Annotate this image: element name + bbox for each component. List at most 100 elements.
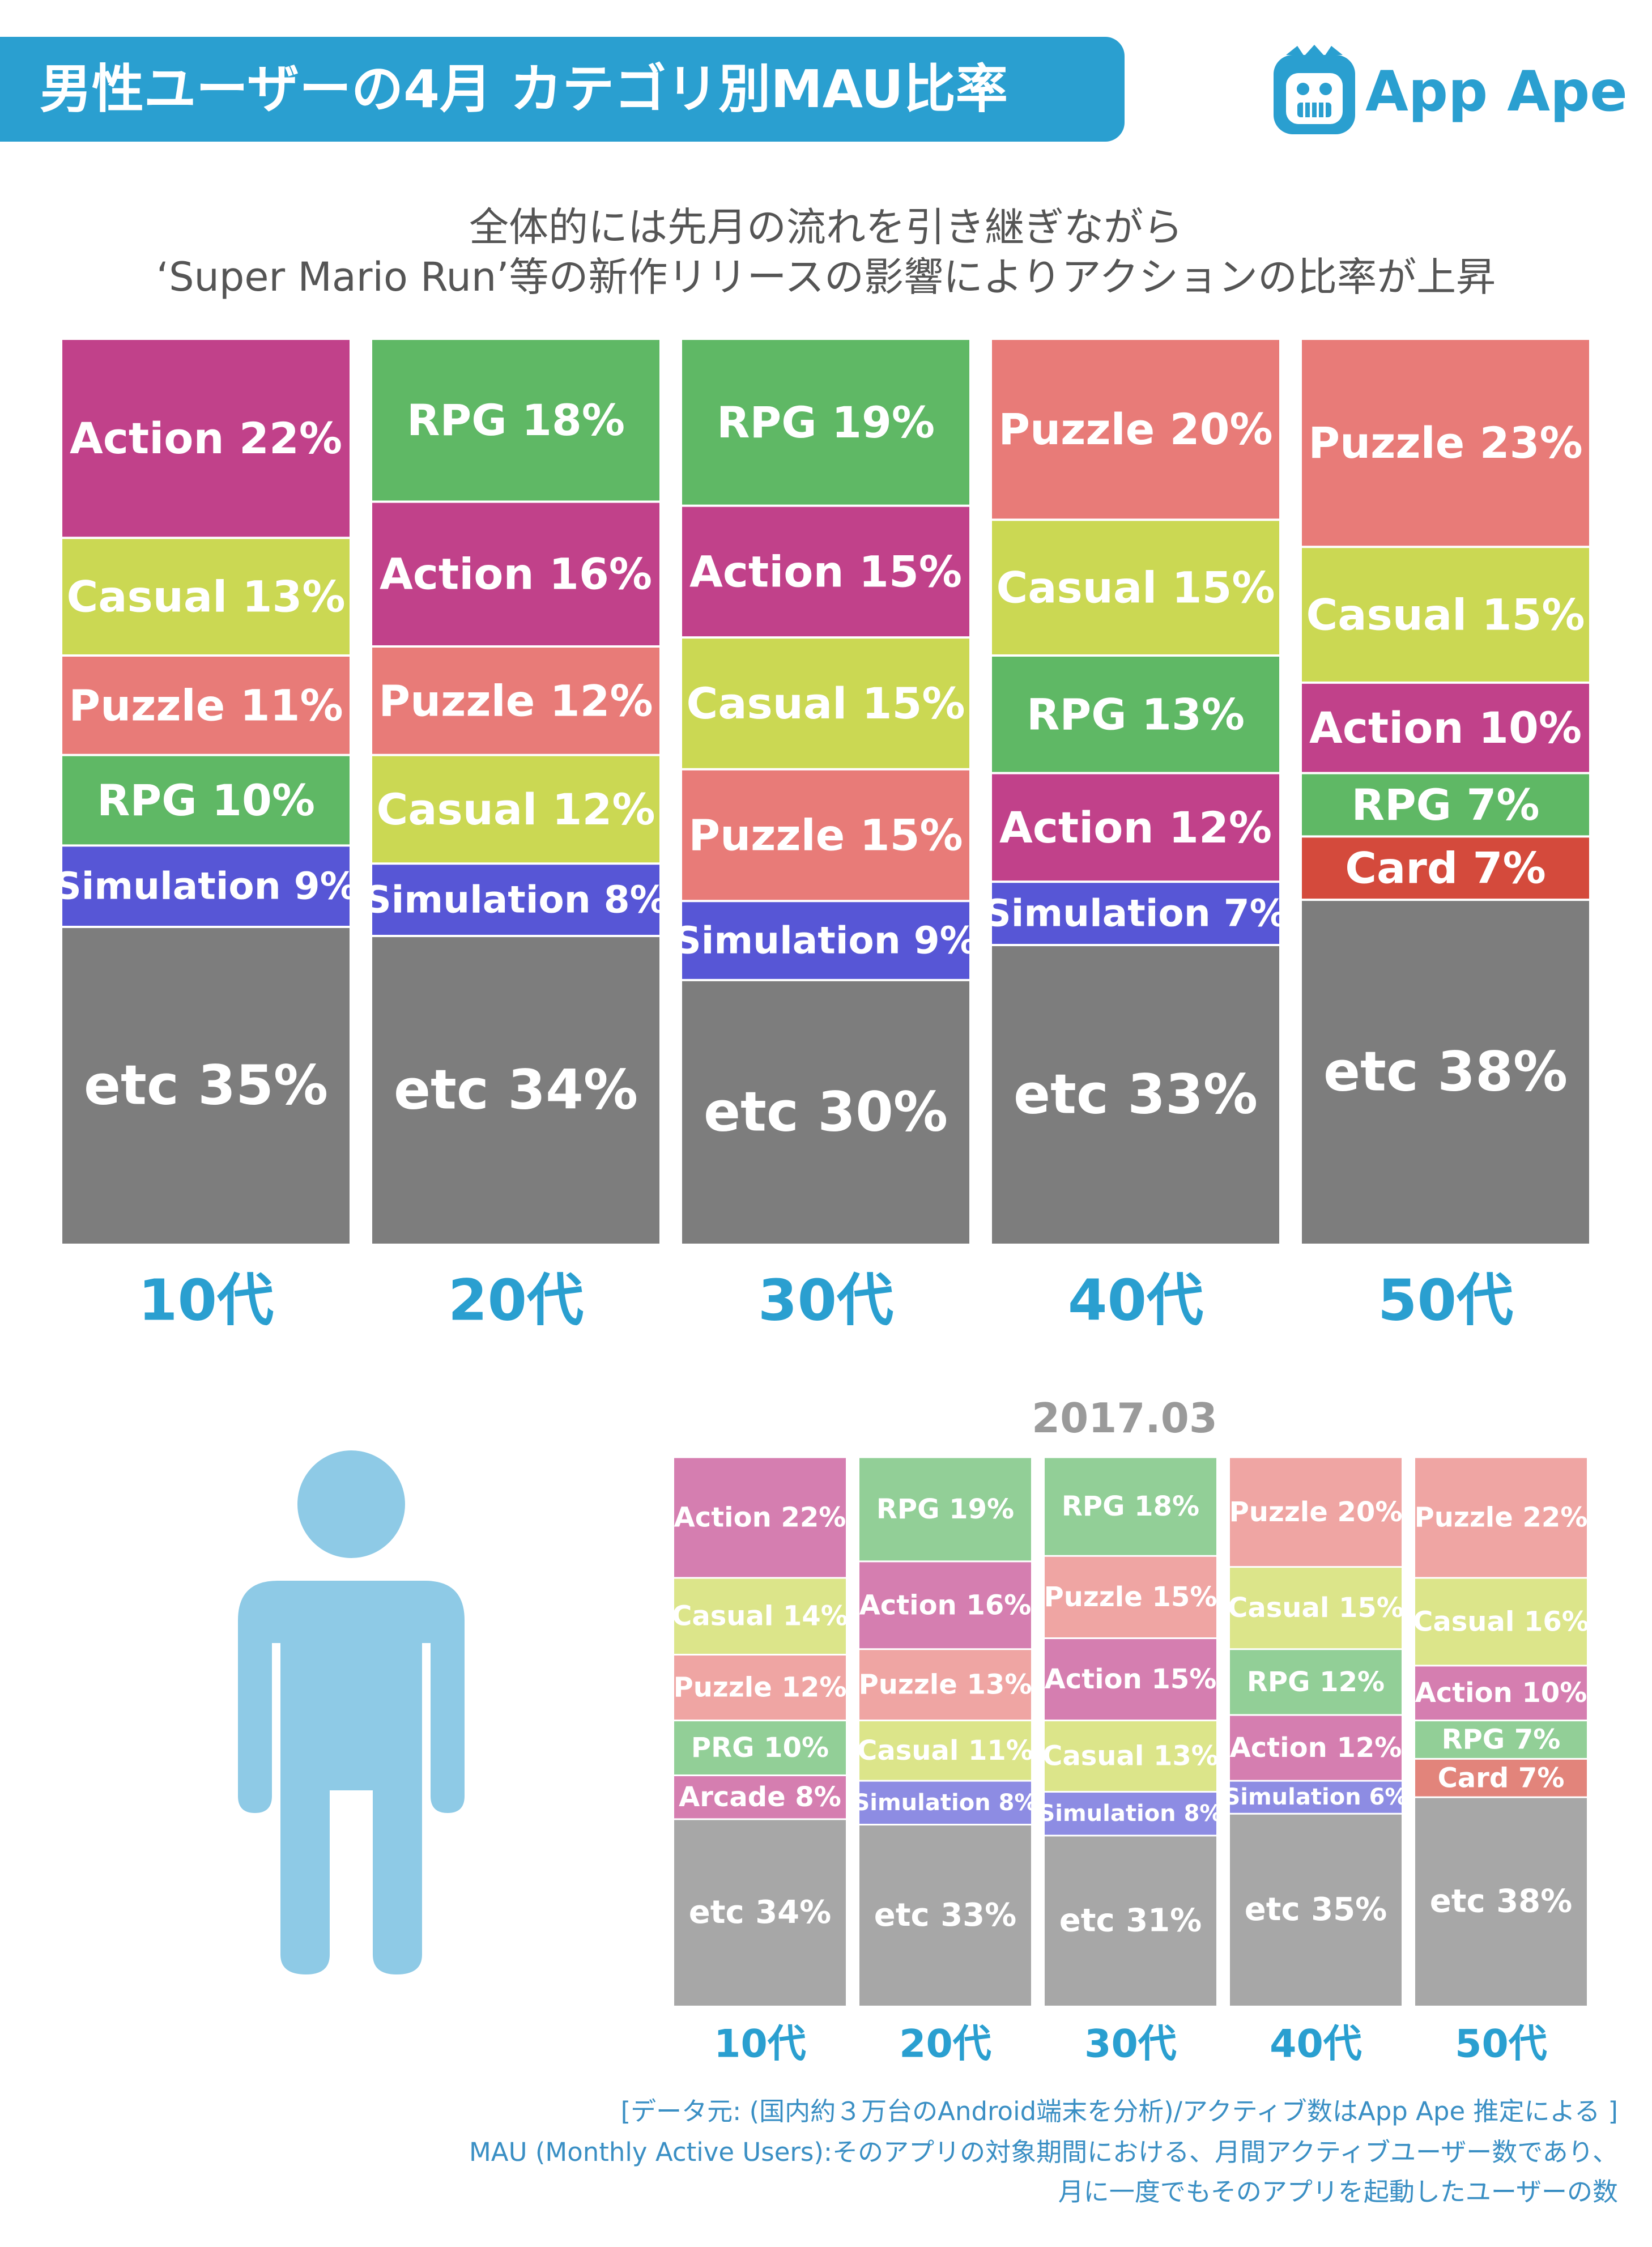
bar-segment xyxy=(372,339,659,502)
bar-segment xyxy=(62,845,350,927)
segment-30-rpg: RPG 19% xyxy=(682,338,969,506)
bar-segment xyxy=(1415,1797,1587,2006)
previous-month-stacked-bar-chart: Action 22% Casual 14% Puzzle 12% PRG 10% Arc… xyxy=(672,1394,1589,2067)
ape-face-icon xyxy=(1274,45,1355,134)
x-axis-label-20: 20代 xyxy=(899,2022,991,2067)
segment-40-rpg: RPG 13% xyxy=(992,654,1279,773)
bar-segment xyxy=(1045,1638,1216,1721)
segment-40-action: Action 12% xyxy=(992,772,1279,882)
bar-segment xyxy=(1302,900,1589,1244)
bar-segment xyxy=(372,936,659,1244)
segment-30-puzzle: Puzzle 15% xyxy=(682,768,969,901)
x-axis-label-50: 50代 xyxy=(1378,1267,1513,1334)
segment-20-simulation: Simulation 8% xyxy=(853,1780,1037,1825)
segment-30-action: Action 15% xyxy=(682,504,969,638)
bar-segment xyxy=(1045,1835,1216,2006)
segment-label: Casual 13% xyxy=(66,572,345,622)
segment-label: RPG 10% xyxy=(97,775,315,825)
bar-segment xyxy=(1415,1759,1587,1798)
segment-40-casual: Casual 15% xyxy=(992,518,1279,656)
bar-segment xyxy=(1415,1577,1587,1666)
x-axis-label-30: 30代 xyxy=(758,1267,893,1334)
subtitle-line-2: ‘Super Mario Run’等の新作リリースの影響によりアクションの比率が… xyxy=(156,254,1496,300)
segment-50-casual: Casual 16% xyxy=(1413,1577,1589,1666)
segment-label: Simulation 9% xyxy=(674,919,977,963)
segment-40-rpg: RPG 12% xyxy=(1230,1648,1402,1715)
page-title: 男性ユーザーの4月 カテゴリ別MAU比率 xyxy=(40,59,1008,120)
segment-label: etc 38% xyxy=(1430,1883,1572,1920)
bar-segment xyxy=(859,1561,1031,1649)
segment-label: PRG 10% xyxy=(691,1732,829,1764)
segment-label: Action 16% xyxy=(859,1589,1032,1621)
segment-label: Puzzle 22% xyxy=(1415,1501,1588,1533)
segment-20-etc: etc 33% xyxy=(859,1824,1031,2006)
segment-40-simulation: Simulation 7% xyxy=(984,880,1287,945)
segment-30-simulation: Simulation 8% xyxy=(1038,1790,1223,1836)
segment-50-etc: etc 38% xyxy=(1302,899,1589,1244)
segment-10-casual: Casual 14% xyxy=(672,1577,848,1655)
segment-10-simulation: Simulation 9% xyxy=(54,844,357,927)
bar-segment xyxy=(859,1720,1031,1781)
segment-label: Casual 15% xyxy=(996,563,1275,613)
segment-30-etc: etc 30% xyxy=(682,978,969,1244)
bar-segment xyxy=(674,1457,846,1578)
segment-label: etc 33% xyxy=(874,1897,1016,1934)
segment-label: Action 16% xyxy=(380,549,652,599)
segment-label: Simulation 7% xyxy=(984,892,1287,935)
segment-20-simulation: Simulation 8% xyxy=(364,862,667,937)
bar-segment xyxy=(1045,1791,1216,1836)
bar-segment xyxy=(1302,773,1589,837)
segment-20-casual: Casual 11% xyxy=(857,1720,1033,1781)
segment-10-prg: PRG 10% xyxy=(674,1720,846,1776)
segment-30-action: Action 15% xyxy=(1045,1637,1216,1721)
segment-label: Puzzle 12% xyxy=(674,1672,847,1704)
bar-segment xyxy=(1302,547,1589,683)
segment-label: Puzzle 11% xyxy=(69,680,343,730)
segment-label: RPG 7% xyxy=(1442,1724,1561,1756)
segment-20-rpg: RPG 19% xyxy=(859,1456,1031,1561)
bar-segment xyxy=(1415,1720,1587,1759)
segment-label: Casual 13% xyxy=(1042,1740,1219,1772)
segment-50-puzzle: Puzzle 23% xyxy=(1302,338,1589,547)
bar-segment xyxy=(682,505,969,638)
bar-segment xyxy=(1230,1567,1402,1649)
segment-label: RPG 19% xyxy=(717,397,935,448)
segment-label: etc 33% xyxy=(1014,1062,1258,1126)
segment-30-puzzle: Puzzle 15% xyxy=(1044,1555,1217,1639)
x-axis-label-10: 10代 xyxy=(138,1267,274,1334)
segment-40-etc: etc 35% xyxy=(1230,1812,1402,2006)
segment-label: RPG 13% xyxy=(1027,689,1245,739)
segment-label: Casual 11% xyxy=(857,1735,1033,1767)
bar-segment xyxy=(682,901,969,980)
segment-10-casual: Casual 13% xyxy=(62,537,350,656)
segment-label: Puzzle 13% xyxy=(859,1669,1032,1701)
segment-10-arcade: Arcade 8% xyxy=(674,1774,846,1819)
bar-segment xyxy=(1230,1457,1402,1567)
x-axis-label-10: 10代 xyxy=(714,2022,806,2067)
segment-50-casual: Casual 15% xyxy=(1302,546,1589,683)
segment-20-action: Action 16% xyxy=(859,1560,1032,1649)
bar-segment xyxy=(62,655,350,755)
bar-segment xyxy=(992,520,1279,656)
segment-label: Action 12% xyxy=(999,802,1272,853)
segment-50-rpg: RPG 7% xyxy=(1415,1720,1587,1759)
male-user-icon xyxy=(238,1450,465,1974)
segment-label: Arcade 8% xyxy=(679,1781,841,1813)
segment-50-rpg: RPG 7% xyxy=(1302,772,1589,837)
bar-segment xyxy=(1045,1457,1216,1556)
source-note: [データ元: (国内約３万台のAndroid端末を分析)/アクティブ数はApp … xyxy=(620,2096,1618,2126)
segment-label: RPG 19% xyxy=(876,1493,1014,1525)
x-axis-label-20: 20代 xyxy=(448,1267,584,1334)
segment-20-etc: etc 34% xyxy=(372,935,659,1244)
segment-label: RPG 18% xyxy=(1062,1491,1199,1522)
segment-40-puzzle: Puzzle 20% xyxy=(992,338,1279,520)
segment-label: Card 7% xyxy=(1438,1762,1565,1794)
bar-segment xyxy=(1230,1714,1402,1781)
bar-segment xyxy=(674,1775,846,1819)
bar-segment xyxy=(992,773,1279,882)
segment-30-casual: Casual 13% xyxy=(1042,1720,1219,1792)
segment-label: Simulation 8% xyxy=(364,878,667,922)
segment-label: Simulation 6% xyxy=(1224,1784,1407,1810)
segment-10-action: Action 22% xyxy=(674,1456,846,1578)
segment-label: etc 38% xyxy=(1323,1040,1568,1104)
